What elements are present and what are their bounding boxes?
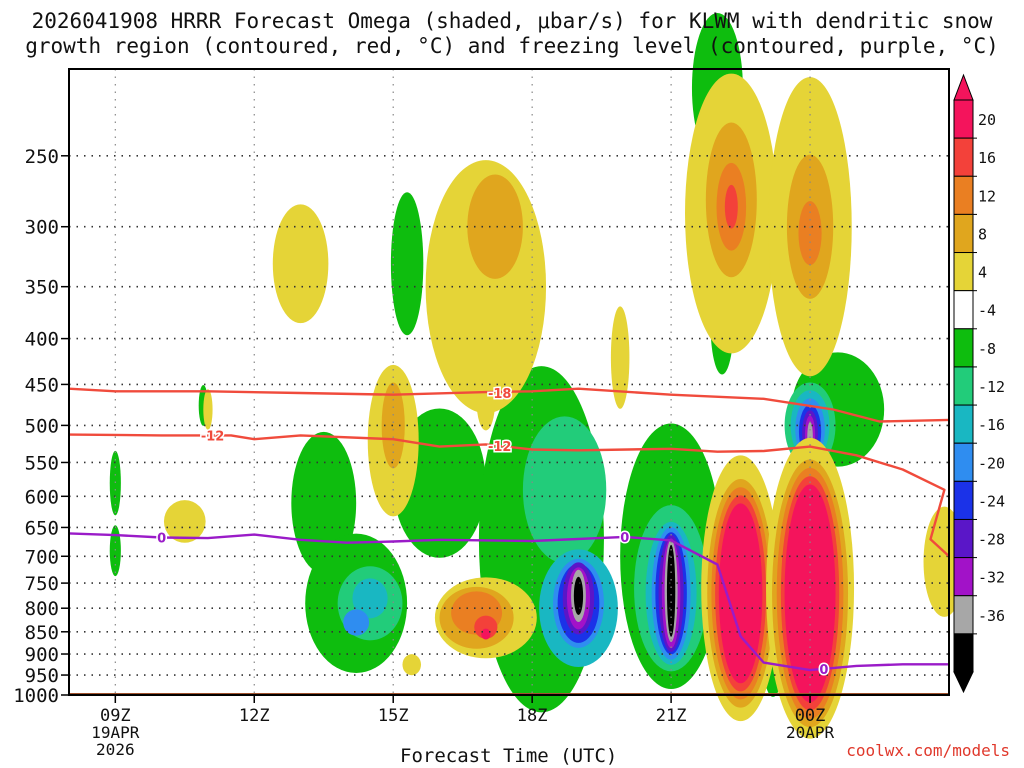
chart-title-line-1: 2026041908 HRRR Forecast Omega (shaded, … (31, 9, 993, 33)
colorbar-swatch-6 (953, 328, 974, 368)
x-tick-label-09Z: 09Z (100, 706, 131, 726)
x-tick-label-21Z: 21Z (656, 706, 687, 726)
y-tick-label-600: 600 (25, 486, 59, 508)
omega-rising-area-1 (109, 525, 121, 577)
y-tick-label-300: 300 (25, 217, 59, 239)
colorbar-label-16: 16 (978, 149, 996, 167)
colorbar-label--32: -32 (978, 569, 1005, 587)
colorbar-label-4: 4 (978, 264, 987, 282)
axes: 2503003504004505005506006507007508008509… (13, 68, 950, 759)
plot-frame (68, 68, 950, 696)
omega-sinking-area-54 (610, 306, 630, 409)
y-tick-label-550: 550 (25, 452, 59, 474)
y-tick-label-350: 350 (25, 277, 59, 299)
omega-rising-area-26 (666, 544, 676, 637)
colorbar-label-12: 12 (978, 187, 996, 205)
colorbar-swatch-13 (953, 595, 974, 635)
omega-rising-area-35 (390, 192, 424, 336)
y-tick-label-750: 750 (25, 573, 59, 595)
omega-rising-area-17 (573, 576, 584, 615)
colorbar-label-8: 8 (978, 225, 987, 243)
x-tick-sublabel-20APR: 20APR (786, 723, 835, 742)
colorbar-swatch-7 (953, 366, 974, 406)
contour-label-dendritic-upper-0: -18 (488, 387, 512, 402)
x-tick-label-12Z: 12Z (239, 706, 270, 726)
contour-label-dendritic-lower-0: -12 (201, 429, 225, 444)
y-tick-label-700: 700 (25, 546, 59, 568)
omega-rising-area-10 (522, 416, 607, 564)
colorbar: 20 16 12 8 4 -4 -8 -12 -16 -20 -24 -28 -32 -36 (953, 73, 1005, 694)
colorbar-label--16: -16 (978, 416, 1005, 434)
omega-rising-area-7 (343, 609, 370, 636)
omega-sinking-area-53 (481, 628, 491, 640)
contour-label-dendritic-lower-1: -12 (488, 440, 512, 455)
y-tick-label-1000: 1000 (13, 685, 59, 707)
x-tick-label-18Z: 18Z (517, 706, 548, 726)
x-tick-sublabel-19APR: 19APR (91, 723, 140, 742)
contour-freezing-level (68, 532, 949, 672)
contours: -18 -12 -12 0 0 0 (68, 385, 950, 679)
y-tick-label-650: 650 (25, 517, 59, 539)
colorbar-label--28: -28 (978, 531, 1005, 549)
x-tick-label-15Z: 15Z (378, 706, 409, 726)
colorbar-label--4: -4 (978, 302, 996, 320)
y-tick-label-450: 450 (25, 374, 59, 396)
omega-sinking-area-48 (476, 372, 496, 431)
y-tick-label-950: 950 (25, 665, 59, 687)
omega-sinking-area-44 (381, 382, 405, 469)
credit-link[interactable]: coolwx.com/models (846, 741, 1010, 760)
colorbar-top-arrow (953, 73, 974, 101)
colorbar-swatch-5 (953, 290, 974, 330)
contour-label-freezing-level-2: 0 (819, 663, 828, 678)
contour-label-freezing-level-1: 0 (620, 531, 629, 546)
colorbar-label--24: -24 (978, 492, 1005, 510)
omega-sinking-area-47 (467, 174, 523, 279)
omega-sinking-area-40 (163, 500, 206, 543)
y-tick-label-800: 800 (25, 598, 59, 620)
colorbar-swatch-9 (953, 442, 974, 482)
colorbar-swatch-8 (953, 404, 974, 444)
chart-title-line-2: growth region (contoured, red, °C) and f… (25, 34, 999, 58)
colorbar-swatch-12 (953, 557, 974, 597)
x-axis-label: Forecast Time (UTC) (400, 745, 618, 767)
colorbar-bottom-arrow (953, 671, 974, 694)
x-tick-label-00Z: 00Z (795, 706, 826, 726)
omega-sinking-area-66 (718, 503, 763, 684)
omega-sinking-area-71 (784, 484, 836, 703)
colorbar-swatch-4 (953, 252, 974, 292)
contour-dendritic-upper (68, 387, 950, 423)
y-tick-label-850: 850 (25, 622, 59, 644)
colorbar-label--12: -12 (978, 378, 1005, 396)
y-tick-label-400: 400 (25, 329, 59, 351)
colorbar-label--36: -36 (978, 607, 1005, 625)
colorbar-swatch-3 (953, 213, 974, 254)
colorbar-label--8: -8 (978, 340, 996, 358)
omega-rising-area-6 (352, 578, 388, 619)
contour-label-freezing-level-0: 0 (157, 531, 166, 546)
x-tick-sublabel-2026: 2026 (96, 740, 135, 759)
colorbar-swatch-11 (953, 518, 974, 559)
omega-sinking-area-58 (724, 184, 738, 229)
omega-sinking-area-61 (798, 201, 822, 266)
y-tick-label-250: 250 (25, 146, 59, 168)
y-tick-label-500: 500 (25, 415, 59, 437)
colorbar-label--20: -20 (978, 454, 1005, 472)
colorbar-swatch-1 (953, 137, 974, 177)
colorbar-swatch-2 (953, 175, 974, 215)
plot-area: -18 -12 -12 0 0 0 (68, 12, 966, 739)
colorbar-label-20: 20 (978, 111, 996, 129)
y-tick-label-900: 900 (25, 644, 59, 666)
omega-sinking-area-45 (402, 654, 421, 676)
omega-sinking-area-42 (272, 204, 329, 324)
colorbar-swatch-0 (953, 99, 974, 139)
colorbar-swatch-14 (953, 633, 974, 673)
contour-dendritic-lower (68, 433, 950, 558)
omega-sinking-area-52 (474, 615, 498, 639)
omega-rising-area-0 (109, 450, 121, 516)
colorbar-swatch-10 (953, 480, 974, 520)
omega-sinking-area-41 (203, 389, 213, 430)
